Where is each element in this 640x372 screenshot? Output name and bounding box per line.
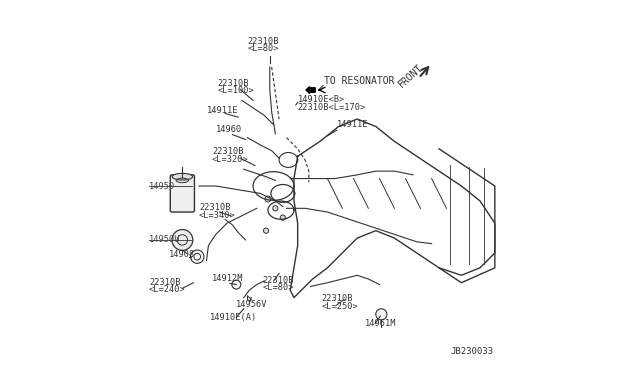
Text: 22310B: 22310B	[262, 276, 294, 285]
Text: 14911E: 14911E	[337, 120, 368, 129]
FancyArrow shape	[306, 87, 315, 93]
Text: <L=100>: <L=100>	[218, 86, 255, 95]
Circle shape	[376, 309, 387, 320]
Text: <L=80>: <L=80>	[247, 44, 279, 53]
Text: 14950: 14950	[149, 182, 175, 190]
Text: 22310B: 22310B	[149, 278, 180, 286]
Text: 22310B: 22310B	[212, 147, 244, 156]
Circle shape	[232, 280, 241, 289]
Text: <L=340>: <L=340>	[199, 211, 236, 219]
Text: 22310B: 22310B	[247, 37, 279, 46]
Text: <L=240>: <L=240>	[149, 285, 186, 294]
Circle shape	[264, 228, 269, 233]
Text: 14960: 14960	[216, 125, 242, 134]
Circle shape	[280, 215, 285, 220]
Text: <L=80>: <L=80>	[262, 283, 294, 292]
Circle shape	[172, 230, 193, 250]
FancyBboxPatch shape	[170, 175, 195, 212]
Text: <L=320>: <L=320>	[212, 155, 249, 164]
Text: 14911E: 14911E	[207, 106, 238, 115]
Text: FRONT: FRONT	[397, 63, 426, 90]
Text: 14950U: 14950U	[149, 235, 180, 244]
Text: TO RESONATOR: TO RESONATOR	[324, 76, 394, 86]
Circle shape	[191, 250, 204, 263]
Text: 14961M: 14961M	[365, 318, 396, 327]
Text: 14908: 14908	[170, 250, 196, 259]
Text: 14912M: 14912M	[212, 274, 244, 283]
Text: 14910E(A): 14910E(A)	[211, 313, 257, 322]
Text: 14910E<B>: 14910E<B>	[298, 95, 345, 104]
Text: 22310B: 22310B	[322, 294, 353, 303]
Circle shape	[273, 206, 278, 211]
Text: JB230033: JB230033	[450, 347, 493, 356]
Text: <L=250>: <L=250>	[322, 302, 358, 311]
Ellipse shape	[172, 173, 193, 180]
Circle shape	[265, 196, 271, 202]
Text: 14956V: 14956V	[236, 300, 268, 309]
Text: 22310B<L=170>: 22310B<L=170>	[298, 103, 366, 112]
Text: 22310B: 22310B	[218, 78, 249, 87]
Text: 22310B: 22310B	[199, 203, 230, 212]
